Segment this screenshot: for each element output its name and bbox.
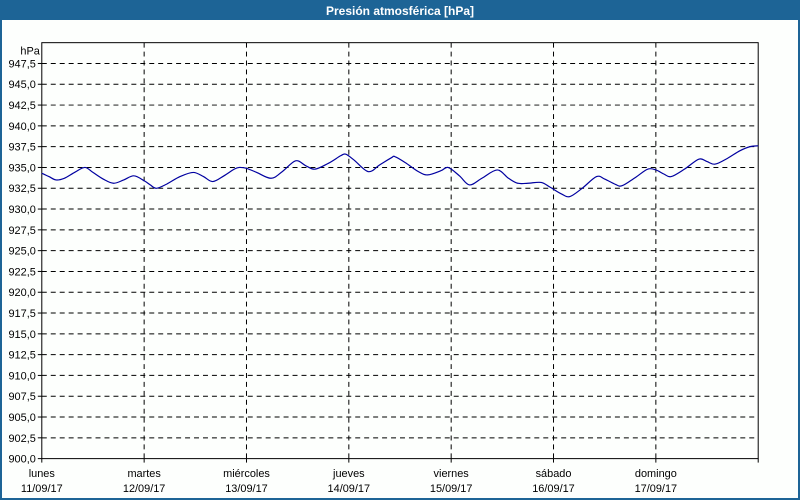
- y-tick-label: 935,0: [8, 162, 35, 174]
- y-tick-label: 937,5: [8, 142, 35, 154]
- window-titlebar: Presión atmosférica [hPa]: [2, 2, 798, 20]
- x-tick-date-label: 12/09/17: [123, 483, 166, 495]
- x-tick-day-label: viernes: [434, 468, 470, 480]
- x-tick-day-label: domingo: [635, 468, 677, 480]
- y-axis-unit-label: hPa: [20, 46, 40, 58]
- x-tick-date-label: 16/09/17: [532, 483, 575, 495]
- x-tick-date-label: 13/09/17: [225, 483, 268, 495]
- x-tick-date-label: 11/09/17: [21, 483, 63, 495]
- y-tick-label: 942,5: [8, 100, 35, 112]
- y-tick-label: 927,5: [8, 225, 35, 237]
- y-tick-label: 902,5: [8, 433, 35, 445]
- pressure-line: [41, 145, 759, 198]
- x-gridlines: [41, 42, 759, 463]
- x-tick-day-label: lunes: [29, 468, 56, 480]
- x-tick-day-label: martes: [127, 468, 161, 480]
- y-tick-label: 900,0: [8, 454, 35, 466]
- x-tick-day-label: sábado: [536, 468, 572, 480]
- y-tick-label: 922,5: [8, 266, 35, 278]
- y-tick-label: 932,5: [8, 183, 35, 195]
- y-tick-label: 930,0: [8, 204, 35, 216]
- y-tick-label: 947,5: [8, 58, 35, 70]
- y-tick-label: 920,0: [8, 287, 35, 299]
- x-tick-day-label: miércoles: [223, 468, 270, 480]
- y-tick-label: 907,5: [8, 391, 35, 403]
- x-tick-date-label: 15/09/17: [430, 483, 473, 495]
- y-tick-label: 910,0: [8, 370, 35, 382]
- plot-border: [41, 42, 759, 460]
- x-tick-day-label: jueves: [332, 468, 365, 480]
- chart-title: Presión atmosférica [hPa]: [325, 4, 475, 18]
- y-tick-label: 905,0: [8, 412, 35, 424]
- y-tick-label: 945,0: [8, 79, 35, 91]
- y-tick-label: 912,5: [8, 350, 35, 362]
- y-tick-label: 915,0: [8, 329, 35, 341]
- x-tick-date-label: 14/09/17: [328, 483, 371, 495]
- y-tick-label: 940,0: [8, 121, 35, 133]
- y-gridlines: [37, 62, 759, 460]
- x-tick-date-label: 17/09/17: [635, 483, 678, 495]
- y-tick-label: 925,0: [8, 246, 35, 258]
- y-tick-label: 917,5: [8, 308, 35, 320]
